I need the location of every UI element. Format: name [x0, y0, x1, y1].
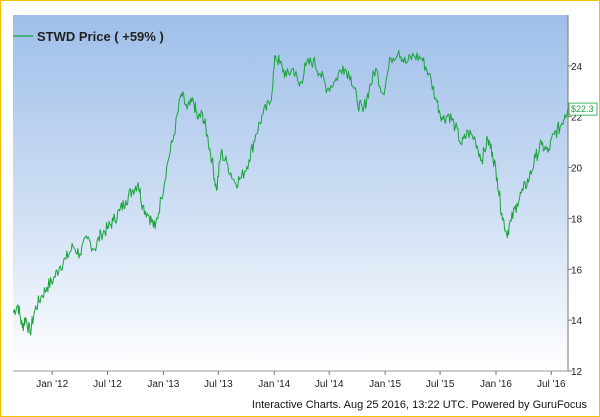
- y-tick-label: 12: [571, 367, 583, 378]
- y-tick-label: 20: [571, 164, 583, 175]
- x-tick-label: Jul '15: [426, 379, 455, 390]
- x-tick-label: Jul '16: [537, 379, 566, 390]
- legend-entry: STWD Price ( +59% ): [37, 29, 164, 44]
- x-tick-label: Jan '15: [369, 379, 401, 390]
- plot-area: [13, 15, 568, 371]
- x-tick-label: Jan '14: [258, 379, 290, 390]
- price-series-line: [12, 50, 569, 336]
- legend: STWD Price ( +59% ): [13, 29, 164, 44]
- y-tick-label: 14: [571, 316, 583, 327]
- last-value-marker: $22.3: [568, 102, 598, 116]
- y-tick-label: 18: [571, 214, 583, 225]
- last-value-label: $22.3: [571, 104, 594, 114]
- y-tick-label: 16: [571, 265, 583, 276]
- credit-text: Interactive Charts. Aug 25 2016, 13:22 U…: [252, 399, 588, 411]
- last-value-box: [568, 102, 598, 116]
- x-tick-label: Jul '12: [93, 379, 122, 390]
- x-tick-label: Jan '16: [480, 379, 512, 390]
- y-tick-label: 24: [571, 62, 583, 73]
- x-tick-label: Jul '14: [315, 379, 344, 390]
- x-tick-label: Jan '12: [36, 379, 68, 390]
- x-tick-label: Jan '13: [147, 379, 179, 390]
- y-tick-label: 22: [571, 113, 583, 124]
- x-tick-label: Jul '13: [204, 379, 233, 390]
